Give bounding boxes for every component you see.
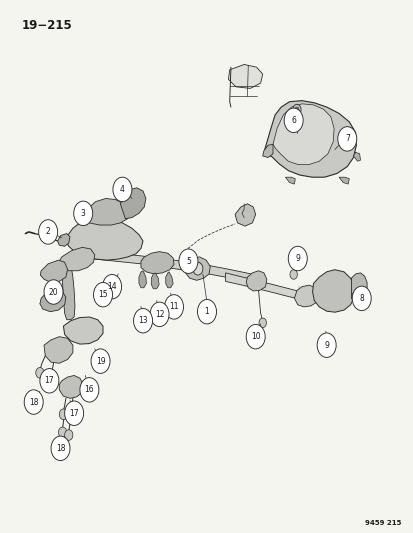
Circle shape [294,107,298,112]
Polygon shape [165,272,173,288]
Text: 2: 2 [46,228,50,237]
Polygon shape [235,204,255,226]
Circle shape [259,318,266,328]
Polygon shape [57,233,70,246]
Text: 17: 17 [45,376,54,385]
Text: 9: 9 [323,341,328,350]
Text: 20: 20 [49,287,58,296]
Text: 19−215: 19−215 [21,19,72,33]
Polygon shape [351,273,366,302]
Polygon shape [185,257,210,280]
Circle shape [44,280,63,304]
Polygon shape [294,285,318,307]
Circle shape [36,368,44,378]
Polygon shape [285,177,294,184]
Text: 18: 18 [29,398,38,407]
Polygon shape [59,375,83,398]
Polygon shape [141,252,173,274]
Circle shape [287,246,306,271]
Circle shape [64,401,83,425]
Polygon shape [59,247,95,271]
Circle shape [133,309,152,333]
Polygon shape [120,188,145,219]
Polygon shape [44,337,73,364]
Text: 16: 16 [84,385,94,394]
Polygon shape [264,101,356,177]
Text: 9: 9 [294,254,299,263]
Circle shape [197,300,216,324]
Text: 7: 7 [344,134,349,143]
Circle shape [24,390,43,414]
Circle shape [246,325,265,349]
Text: 5: 5 [185,257,190,265]
Circle shape [292,104,300,115]
Circle shape [38,220,57,244]
Polygon shape [89,251,260,284]
Polygon shape [40,260,67,282]
Polygon shape [353,152,360,161]
Circle shape [51,436,70,461]
Text: 4: 4 [120,185,125,194]
Circle shape [337,127,356,151]
Text: 15: 15 [98,290,107,299]
Circle shape [47,373,55,383]
Circle shape [102,274,121,299]
Circle shape [91,349,110,373]
Polygon shape [228,64,262,88]
Circle shape [178,249,197,273]
Polygon shape [81,198,128,225]
Circle shape [58,427,66,438]
Text: 12: 12 [154,310,164,319]
Polygon shape [151,273,159,289]
Polygon shape [312,270,354,312]
Text: 14: 14 [107,282,116,291]
Circle shape [283,108,302,133]
Circle shape [59,409,67,419]
Text: 18: 18 [56,444,65,453]
Polygon shape [63,317,103,344]
Polygon shape [62,266,75,320]
Circle shape [150,302,169,327]
Circle shape [56,445,64,455]
Text: 13: 13 [138,316,147,325]
Circle shape [164,295,183,319]
Polygon shape [139,271,146,288]
Text: 17: 17 [69,409,79,418]
Text: 3: 3 [81,209,85,218]
Polygon shape [262,144,272,158]
Circle shape [40,368,59,393]
Circle shape [64,430,73,440]
Polygon shape [246,271,266,291]
Polygon shape [272,104,333,165]
Circle shape [113,177,132,201]
Text: 19: 19 [95,357,105,366]
Text: 11: 11 [169,302,178,311]
Circle shape [93,282,112,307]
Text: 10: 10 [250,332,260,341]
Polygon shape [338,177,349,184]
Circle shape [316,333,335,358]
Polygon shape [225,273,311,302]
Circle shape [74,201,93,225]
Text: 6: 6 [290,116,295,125]
Circle shape [192,262,202,275]
Text: 1: 1 [204,307,209,316]
Circle shape [80,377,99,402]
Circle shape [289,270,297,279]
Text: 8: 8 [358,294,363,303]
Text: 9459 215: 9459 215 [364,520,400,526]
Circle shape [66,410,75,421]
Polygon shape [66,219,143,260]
Circle shape [351,286,370,311]
Polygon shape [40,289,66,312]
